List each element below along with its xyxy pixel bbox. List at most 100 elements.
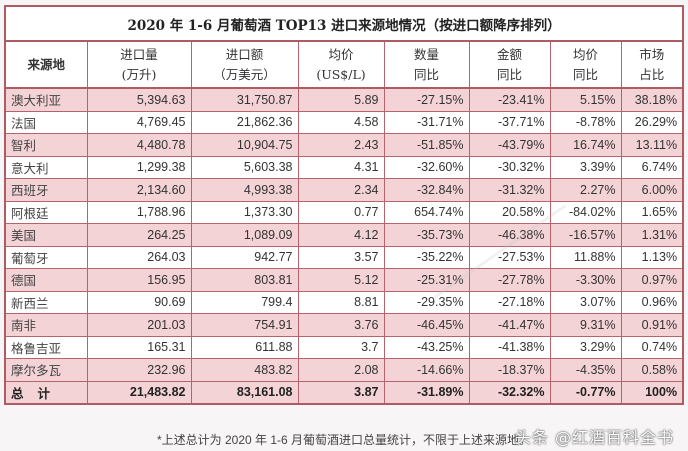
- cell-market-share: 0.97%: [620, 268, 684, 292]
- cell-avg-price: 8.81: [297, 290, 385, 314]
- header-volume: 进口量 (万升): [86, 40, 192, 89]
- cell-value-yoy: -30.32%: [468, 155, 551, 179]
- cell-origin: 南非: [4, 313, 88, 337]
- table-row: 德国 156.95 803.81 5.12 -25.31% -27.78% -3.30% 0.…: [4, 268, 684, 292]
- cell-value-yoy: -31.32%: [468, 178, 551, 202]
- cell-market-share: 0.74%: [620, 335, 684, 359]
- cell-price-yoy: 11.88%: [549, 245, 622, 269]
- cell-origin: 智利: [4, 133, 88, 157]
- cell-origin: 澳大利亚: [4, 87, 88, 112]
- cell-volume-yoy: -27.15%: [383, 87, 470, 112]
- table-row: 法国 4,769.45 21,862.36 4.58 -31.71% -37.71% -8.…: [4, 110, 684, 134]
- cell-market-share: 6.00%: [620, 178, 684, 202]
- cell-value: 1,089.09: [190, 223, 299, 247]
- cell-avg-price: 3.76: [297, 313, 385, 337]
- table-row: 智利 4,480.78 10,904.75 2.43 -51.85% -43.79% 16.…: [4, 133, 684, 157]
- cell-price-yoy: -16.57%: [549, 223, 622, 247]
- cell-value: 21,862.36: [190, 110, 299, 134]
- cell-volume: 4,769.45: [86, 110, 192, 134]
- wine-import-table: 2020 年 1-6 月葡萄酒 TOP13 进口来源地情况（按进口额降序排列） …: [4, 5, 685, 405]
- cell-value: 5,603.38: [190, 155, 299, 179]
- cell-volume: 2,134.60: [86, 178, 192, 202]
- cell-volume: 264.25: [86, 223, 192, 247]
- table-row: 美国 264.25 1,089.09 4.12 -35.73% -46.38% -16.57…: [4, 223, 684, 247]
- table-row: 意大利 1,299.38 5,603.38 4.31 -32.60% -30.32% 3.3…: [4, 155, 684, 179]
- footnote: *上述总计为 2020 年 1-6 月葡萄酒进口总量统计，不限于上述来源地。: [156, 433, 532, 447]
- header-volume-yoy: 数量 同比: [383, 40, 470, 89]
- total-cell-value-yoy: -32.32%: [468, 380, 551, 405]
- total-cell-value: 83,161.08: [190, 380, 299, 405]
- table-body: 澳大利亚 5,394.63 31,750.87 5.89 -27.15% -23.41% 5…: [4, 87, 684, 405]
- cell-origin: 德国: [4, 268, 88, 292]
- cell-price-yoy: 16.74%: [549, 133, 622, 157]
- cell-value: 611.88: [190, 335, 299, 359]
- cell-value: 31,750.87: [190, 87, 299, 112]
- header-value-yoy: 金额 同比: [468, 40, 551, 89]
- cell-price-yoy: 3.07%: [549, 290, 622, 314]
- cell-price-yoy: 3.39%: [549, 155, 622, 179]
- cell-market-share: 0.96%: [620, 290, 684, 314]
- cell-value: 10,904.75: [190, 133, 299, 157]
- header-value: 进口额 （万美元）: [190, 40, 299, 89]
- cell-value-yoy: -43.79%: [468, 133, 551, 157]
- header-market-share: 市场 占比: [620, 40, 684, 89]
- cell-origin: 西班牙: [4, 178, 88, 202]
- cell-value-yoy: -37.71%: [468, 110, 551, 134]
- table-title: 2020 年 1-6 月葡萄酒 TOP13 进口来源地情况（按进口额降序排列）: [4, 5, 684, 42]
- table-row: 澳大利亚 5,394.63 31,750.87 5.89 -27.15% -23.41% 5…: [4, 87, 684, 112]
- header-price-yoy: 均价 同比: [549, 40, 622, 89]
- cell-value-yoy: -27.53%: [468, 245, 551, 269]
- cell-value: 942.77: [190, 245, 299, 269]
- cell-volume-yoy: -29.35%: [383, 290, 470, 314]
- cell-volume-yoy: -14.66%: [383, 358, 470, 382]
- cell-avg-price: 2.43: [297, 133, 385, 157]
- cell-value: 799.4: [190, 290, 299, 314]
- cell-volume: 201.03: [86, 313, 192, 337]
- cell-value: 754.91: [190, 313, 299, 337]
- cell-volume-yoy: -25.31%: [383, 268, 470, 292]
- cell-market-share: 0.91%: [620, 313, 684, 337]
- total-cell-avg-price: 3.87: [297, 380, 385, 405]
- cell-price-yoy: 5.15%: [549, 87, 622, 112]
- cell-volume-yoy: -31.71%: [383, 110, 470, 134]
- cell-origin: 摩尔多瓦: [4, 358, 88, 382]
- cell-value: 483.82: [190, 358, 299, 382]
- cell-market-share: 13.11%: [620, 133, 684, 157]
- cell-avg-price: 2.08: [297, 358, 385, 382]
- cell-market-share: 26.29%: [620, 110, 684, 134]
- cell-volume-yoy: -35.22%: [383, 245, 470, 269]
- cell-avg-price: 5.12: [297, 268, 385, 292]
- cell-avg-price: 4.12: [297, 223, 385, 247]
- total-cell-origin: 总计: [4, 380, 88, 405]
- cell-value-yoy: -41.47%: [468, 313, 551, 337]
- cell-price-yoy: -3.30%: [549, 268, 622, 292]
- total-cell-volume: 21,483.82: [86, 380, 192, 405]
- cell-origin: 法国: [4, 110, 88, 134]
- table-row: 新西兰 90.69 799.4 8.81 -29.35% -27.18% 3.07% 0.96…: [4, 290, 684, 314]
- cell-volume: 90.69: [86, 290, 192, 314]
- cell-value-yoy: -41.38%: [468, 335, 551, 359]
- cell-origin: 格鲁吉亚: [4, 335, 88, 359]
- cell-avg-price: 2.34: [297, 178, 385, 202]
- cell-price-yoy: -4.35%: [549, 358, 622, 382]
- cell-volume-yoy: -43.25%: [383, 335, 470, 359]
- cell-volume: 1,299.38: [86, 155, 192, 179]
- cell-price-yoy: 3.29%: [549, 335, 622, 359]
- cell-avg-price: 3.57: [297, 245, 385, 269]
- table-row: 摩尔多瓦 232.96 483.82 2.08 -14.66% -18.37% -4.35%…: [4, 358, 684, 382]
- cell-volume: 1,788.96: [86, 200, 192, 224]
- cell-volume: 165.31: [86, 335, 192, 359]
- cell-value: 803.81: [190, 268, 299, 292]
- cell-avg-price: 5.89: [297, 87, 385, 112]
- table-header-row: 来源地 进口量 (万升) 进口额 （万美元） 均价 (US$/L) 数量 同比 金额 同比…: [4, 40, 684, 89]
- cell-volume-yoy: -32.60%: [383, 155, 470, 179]
- cell-origin: 新西兰: [4, 290, 88, 314]
- cell-price-yoy: 9.31%: [549, 313, 622, 337]
- cell-value-yoy: -46.38%: [468, 223, 551, 247]
- table-row: 阿根廷 1,788.96 1,373.30 0.77 654.74% 20.58% -84.…: [4, 200, 684, 224]
- cell-market-share: 0.58%: [620, 358, 684, 382]
- table-total-row: 总计 21,483.82 83,161.08 3.87 -31.89% -32.32% -0…: [4, 380, 684, 405]
- wine-import-table-container: 2020 年 1-6 月葡萄酒 TOP13 进口来源地情况（按进口额降序排列） …: [4, 5, 685, 405]
- cell-avg-price: 4.58: [297, 110, 385, 134]
- cell-origin: 葡萄牙: [4, 245, 88, 269]
